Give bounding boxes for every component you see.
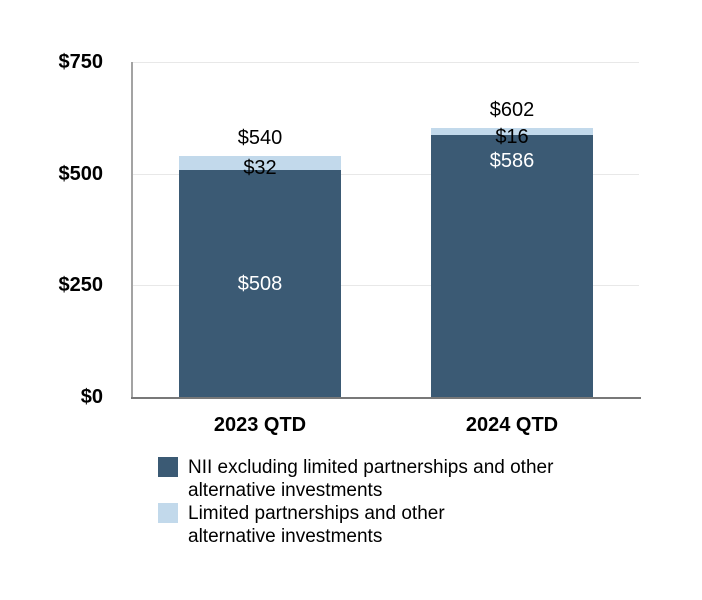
gridline-750 — [133, 62, 639, 63]
gridline-500 — [133, 174, 639, 175]
bar-segment-nii-excluding-2024-qtd — [431, 135, 593, 397]
legend-swatch-dark — [158, 457, 178, 477]
bar-segment-limited-partnerships-2023-qtd — [179, 156, 341, 170]
bar-segment-limited-partnerships-2024-qtd — [431, 128, 593, 135]
legend-label-line: alternative investments — [188, 526, 383, 547]
total-label: $602 — [489, 99, 535, 121]
segment-label-dark: $586 — [489, 150, 535, 172]
x-category-label-2024-qtd: 2024 QTD — [465, 414, 559, 436]
y-tick-label: $500 — [58, 163, 104, 185]
legend-item-limited-partnerships: Limited partnerships and other alternati… — [158, 502, 553, 548]
gridline-250 — [133, 285, 639, 286]
y-axis-line — [131, 62, 133, 399]
legend-label-line: NII excluding limited partnerships and o… — [188, 457, 554, 478]
legend-label: Limited partnerships and other alternati… — [188, 502, 445, 548]
legend-label-line: alternative investments — [188, 480, 383, 501]
y-tick-label: $750 — [58, 51, 104, 73]
legend-item-nii-excluding: NII excluding limited partnerships and o… — [158, 456, 553, 502]
legend-label: NII excluding limited partnerships and o… — [188, 456, 553, 502]
legend-swatch-light — [158, 503, 178, 523]
segment-label-light: $32 — [243, 157, 277, 179]
legend: NII excluding limited partnerships and o… — [158, 456, 553, 548]
legend-label-line: Limited partnerships and other — [188, 503, 445, 524]
x-axis-line — [131, 397, 641, 399]
total-label: $540 — [237, 127, 283, 149]
segment-label-dark: $508 — [237, 273, 283, 295]
bar-segment-nii-excluding-2023-qtd — [179, 170, 341, 397]
segment-label-light: $16 — [495, 126, 529, 148]
x-category-label-2023-qtd: 2023 QTD — [213, 414, 307, 436]
y-tick-label: $0 — [80, 386, 103, 408]
y-tick-label: $250 — [58, 274, 104, 296]
